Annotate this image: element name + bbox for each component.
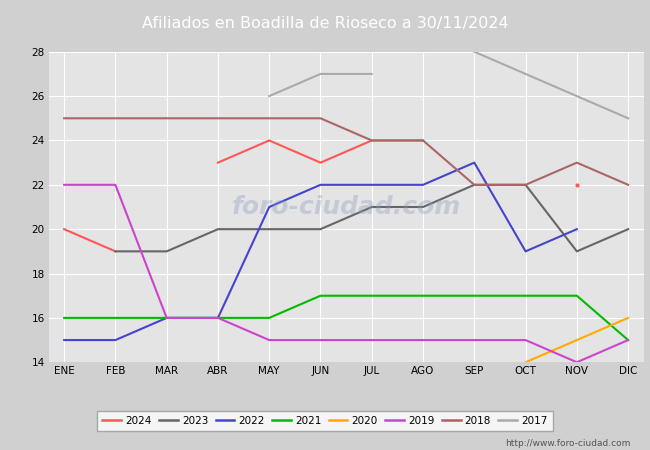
Text: foro-ciudad.com: foro-ciudad.com xyxy=(231,195,461,219)
Text: Afiliados en Boadilla de Rioseco a 30/11/2024: Afiliados en Boadilla de Rioseco a 30/11… xyxy=(142,16,508,31)
Legend: 2024, 2023, 2022, 2021, 2020, 2019, 2018, 2017: 2024, 2023, 2022, 2021, 2020, 2019, 2018… xyxy=(97,411,553,431)
Text: http://www.foro-ciudad.com: http://www.foro-ciudad.com xyxy=(505,439,630,448)
